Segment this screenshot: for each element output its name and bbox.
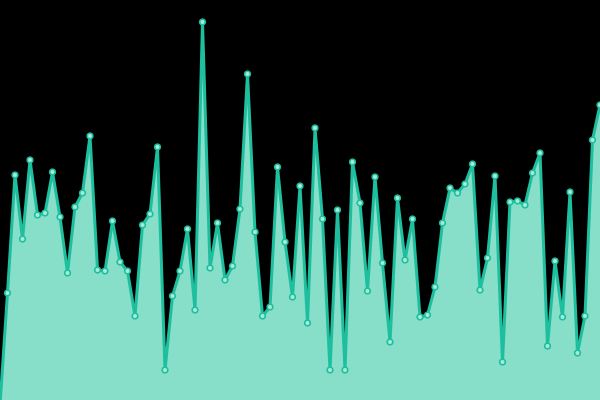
data-point-marker — [206, 264, 214, 272]
data-point-marker — [86, 132, 94, 140]
data-point-marker — [198, 18, 207, 26]
data-point-marker — [71, 203, 79, 211]
data-point-marker — [183, 225, 192, 233]
data-point-marker — [153, 143, 162, 151]
data-point-marker — [558, 313, 567, 321]
data-point-marker — [48, 168, 57, 176]
data-point-marker — [581, 312, 589, 320]
data-point-marker — [161, 366, 169, 374]
data-point-marker — [101, 267, 109, 275]
data-point-marker — [356, 199, 364, 207]
data-point-marker — [498, 358, 507, 366]
data-point-marker — [566, 188, 574, 196]
data-point-marker — [468, 160, 477, 168]
data-point-marker — [108, 217, 117, 225]
data-point-marker — [63, 269, 72, 277]
data-point-marker — [318, 215, 327, 223]
data-point-marker — [191, 306, 199, 314]
data-point-marker — [378, 259, 387, 267]
data-point-marker — [296, 182, 304, 190]
data-point-marker — [446, 184, 454, 192]
data-point-marker — [341, 366, 349, 374]
data-point-marker — [258, 312, 267, 320]
data-point-marker — [536, 149, 544, 157]
data-point-marker — [281, 238, 289, 246]
data-point-marker — [116, 258, 124, 266]
data-point-marker — [236, 205, 244, 213]
data-point-marker — [573, 349, 582, 357]
data-point-marker — [461, 180, 469, 188]
data-point-marker — [26, 156, 34, 164]
data-point-marker — [371, 173, 379, 181]
data-point-marker — [146, 210, 154, 218]
data-point-marker — [93, 266, 102, 274]
data-point-marker — [588, 136, 597, 144]
data-point-marker — [33, 211, 42, 219]
data-point-marker — [521, 201, 529, 209]
data-point-marker — [56, 213, 64, 221]
data-point-marker — [288, 293, 297, 301]
data-point-marker — [408, 215, 417, 223]
data-point-marker — [131, 312, 139, 320]
data-point-marker — [476, 286, 484, 294]
data-point-marker — [311, 124, 319, 132]
data-point-marker — [333, 206, 342, 214]
data-point-marker — [416, 313, 424, 321]
data-point-marker — [41, 209, 49, 217]
data-point-marker — [243, 70, 252, 78]
data-point-marker — [528, 169, 537, 177]
data-point-marker — [221, 276, 229, 284]
data-point-marker — [168, 292, 177, 300]
data-point-marker — [543, 342, 552, 350]
data-point-marker — [483, 254, 492, 262]
data-point-marker — [266, 303, 274, 311]
data-point-marker — [513, 197, 522, 205]
data-point-marker — [393, 194, 402, 202]
data-point-marker — [78, 189, 87, 197]
data-point-marker — [423, 311, 432, 319]
data-point-marker — [326, 366, 334, 374]
data-point-marker — [596, 101, 600, 109]
data-point-marker — [506, 198, 514, 206]
data-point-marker — [11, 171, 19, 179]
data-point-marker — [453, 189, 462, 197]
data-point-marker — [363, 287, 372, 295]
data-point-marker — [251, 228, 259, 236]
data-point-marker — [123, 267, 132, 275]
data-point-marker — [138, 221, 147, 229]
data-point-marker — [438, 219, 447, 227]
data-point-marker — [303, 319, 312, 327]
data-point-marker — [18, 235, 27, 243]
data-point-marker — [551, 257, 559, 265]
data-point-marker — [213, 219, 222, 227]
data-point-marker — [431, 283, 439, 291]
data-point-marker — [348, 158, 357, 166]
data-point-marker — [401, 256, 409, 264]
data-point-marker — [228, 262, 237, 270]
data-point-marker — [273, 163, 282, 171]
data-point-marker — [386, 338, 394, 346]
data-point-marker — [491, 172, 499, 180]
data-point-marker — [3, 289, 12, 297]
data-point-marker — [176, 267, 184, 275]
